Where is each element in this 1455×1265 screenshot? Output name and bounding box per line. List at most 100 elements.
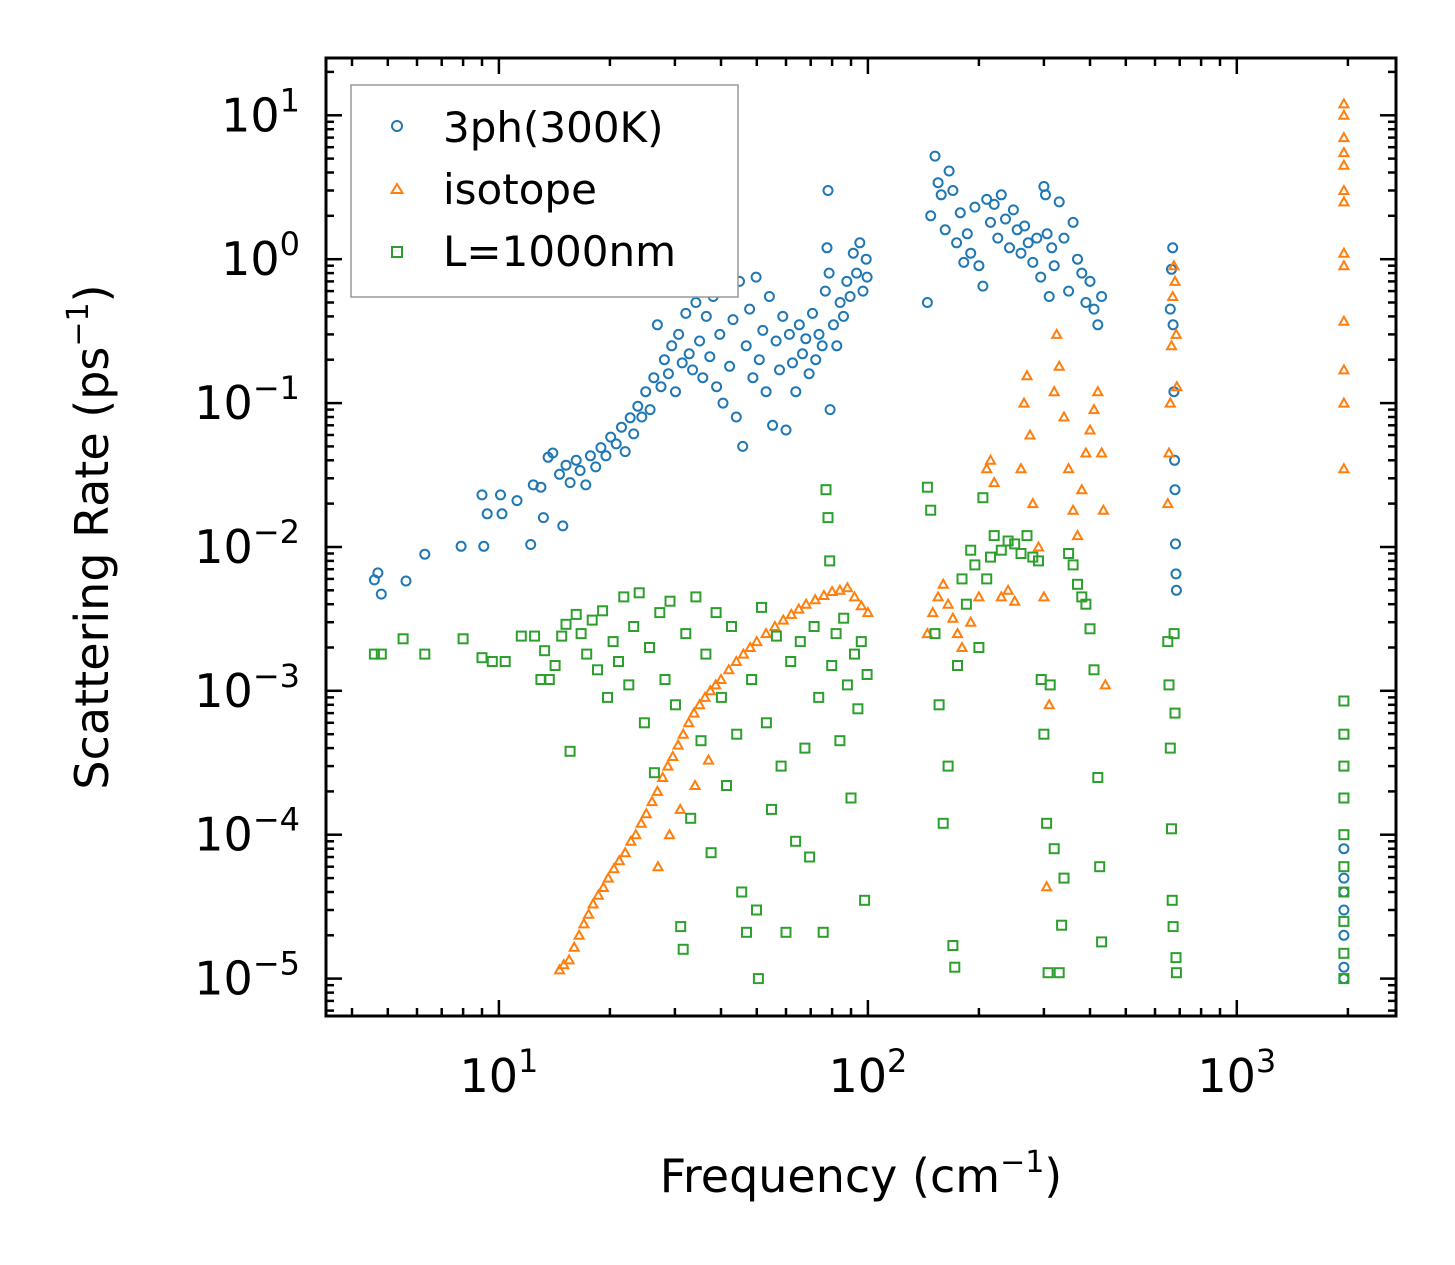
- data-point: [673, 802, 687, 814]
- data-point: [586, 897, 600, 909]
- data-point: [770, 630, 782, 642]
- data-point: [785, 656, 797, 667]
- data-point: [628, 428, 640, 440]
- data-point: [1027, 256, 1039, 268]
- data-point: [985, 551, 996, 563]
- data-point: [808, 621, 820, 632]
- data-point: [841, 581, 854, 593]
- data-point: [777, 613, 790, 625]
- data-point: [1063, 548, 1075, 559]
- data-point: [607, 862, 621, 874]
- data-point: [1079, 446, 1093, 458]
- data-point: [750, 271, 762, 283]
- data-point: [570, 454, 582, 466]
- data-point: [1338, 829, 1350, 841]
- data-point: [1338, 886, 1350, 898]
- data-point: [553, 963, 566, 975]
- data-point: [636, 411, 648, 423]
- data-point: [695, 735, 707, 747]
- data-point: [633, 587, 645, 599]
- data-point: [768, 619, 782, 631]
- data-point: [926, 606, 940, 618]
- data-point: [932, 177, 944, 189]
- data-point: [958, 256, 970, 268]
- data-point: [618, 846, 632, 858]
- data-point: [1046, 242, 1058, 254]
- data-point: [961, 228, 973, 240]
- data-point: [651, 319, 663, 331]
- data-point: [1023, 428, 1037, 440]
- data-point: [676, 727, 690, 739]
- data-point: [777, 310, 789, 322]
- data-point: [525, 539, 537, 550]
- data-point: [737, 647, 750, 659]
- data-point: [1168, 274, 1182, 286]
- data-point: [826, 660, 838, 671]
- data-point: [539, 645, 551, 657]
- data-point: [560, 618, 572, 630]
- data-point: [1337, 131, 1351, 143]
- data-point: [1338, 843, 1350, 855]
- data-point: [760, 386, 772, 398]
- data-point: [680, 628, 692, 640]
- data-point: [651, 860, 665, 872]
- data-point: [1053, 196, 1065, 208]
- data-point: [995, 544, 1007, 556]
- data-point: [690, 591, 702, 603]
- data-point: [1015, 548, 1027, 559]
- data-point: [1170, 952, 1182, 964]
- data-point: [1008, 594, 1021, 606]
- data-point: [1047, 385, 1061, 397]
- data-point: [988, 530, 1000, 542]
- data-point: [677, 943, 689, 955]
- data-point: [933, 699, 945, 711]
- data-point: [1164, 742, 1176, 754]
- data-point: [951, 237, 963, 249]
- data-point: [1338, 760, 1350, 772]
- data-point: [590, 461, 602, 473]
- data-point: [586, 614, 598, 626]
- data-point: [820, 484, 832, 496]
- data-point: [1004, 242, 1015, 254]
- data-point: [613, 854, 626, 866]
- data-point: [731, 728, 743, 740]
- points-layer: [368, 97, 1351, 985]
- data-point: [1167, 921, 1179, 933]
- data-point: [860, 253, 872, 265]
- data-point: [1337, 462, 1351, 474]
- data-point: [666, 749, 680, 761]
- data-point: [572, 928, 586, 940]
- data-point: [715, 691, 727, 703]
- data-point: [985, 216, 996, 228]
- data-point: [1337, 195, 1351, 207]
- data-point: [535, 481, 547, 493]
- data-point: [977, 492, 989, 504]
- data-point: [1063, 285, 1075, 297]
- data-point: [1338, 929, 1350, 941]
- data-point: [1170, 967, 1182, 979]
- data-point: [753, 354, 765, 366]
- data-point: [1037, 590, 1051, 602]
- data-point: [666, 340, 678, 352]
- data-point: [1067, 216, 1079, 228]
- data-point: [817, 588, 831, 600]
- data-point: [799, 742, 811, 754]
- data-point: [852, 703, 864, 715]
- data-point: [828, 319, 839, 331]
- data-point: [803, 368, 815, 380]
- data-point: [687, 706, 701, 718]
- y-tick-label: 10−1: [194, 369, 300, 430]
- data-point: [747, 372, 759, 384]
- data-point: [1096, 936, 1108, 948]
- data-point: [1007, 204, 1019, 216]
- data-point: [372, 567, 384, 579]
- data-point: [690, 297, 702, 308]
- data-point: [787, 357, 798, 369]
- data-point: [951, 627, 964, 639]
- data-point: [624, 834, 638, 846]
- data-point: [808, 593, 822, 605]
- data-point: [375, 648, 387, 660]
- data-point: [1009, 538, 1021, 550]
- data-point: [1337, 363, 1351, 375]
